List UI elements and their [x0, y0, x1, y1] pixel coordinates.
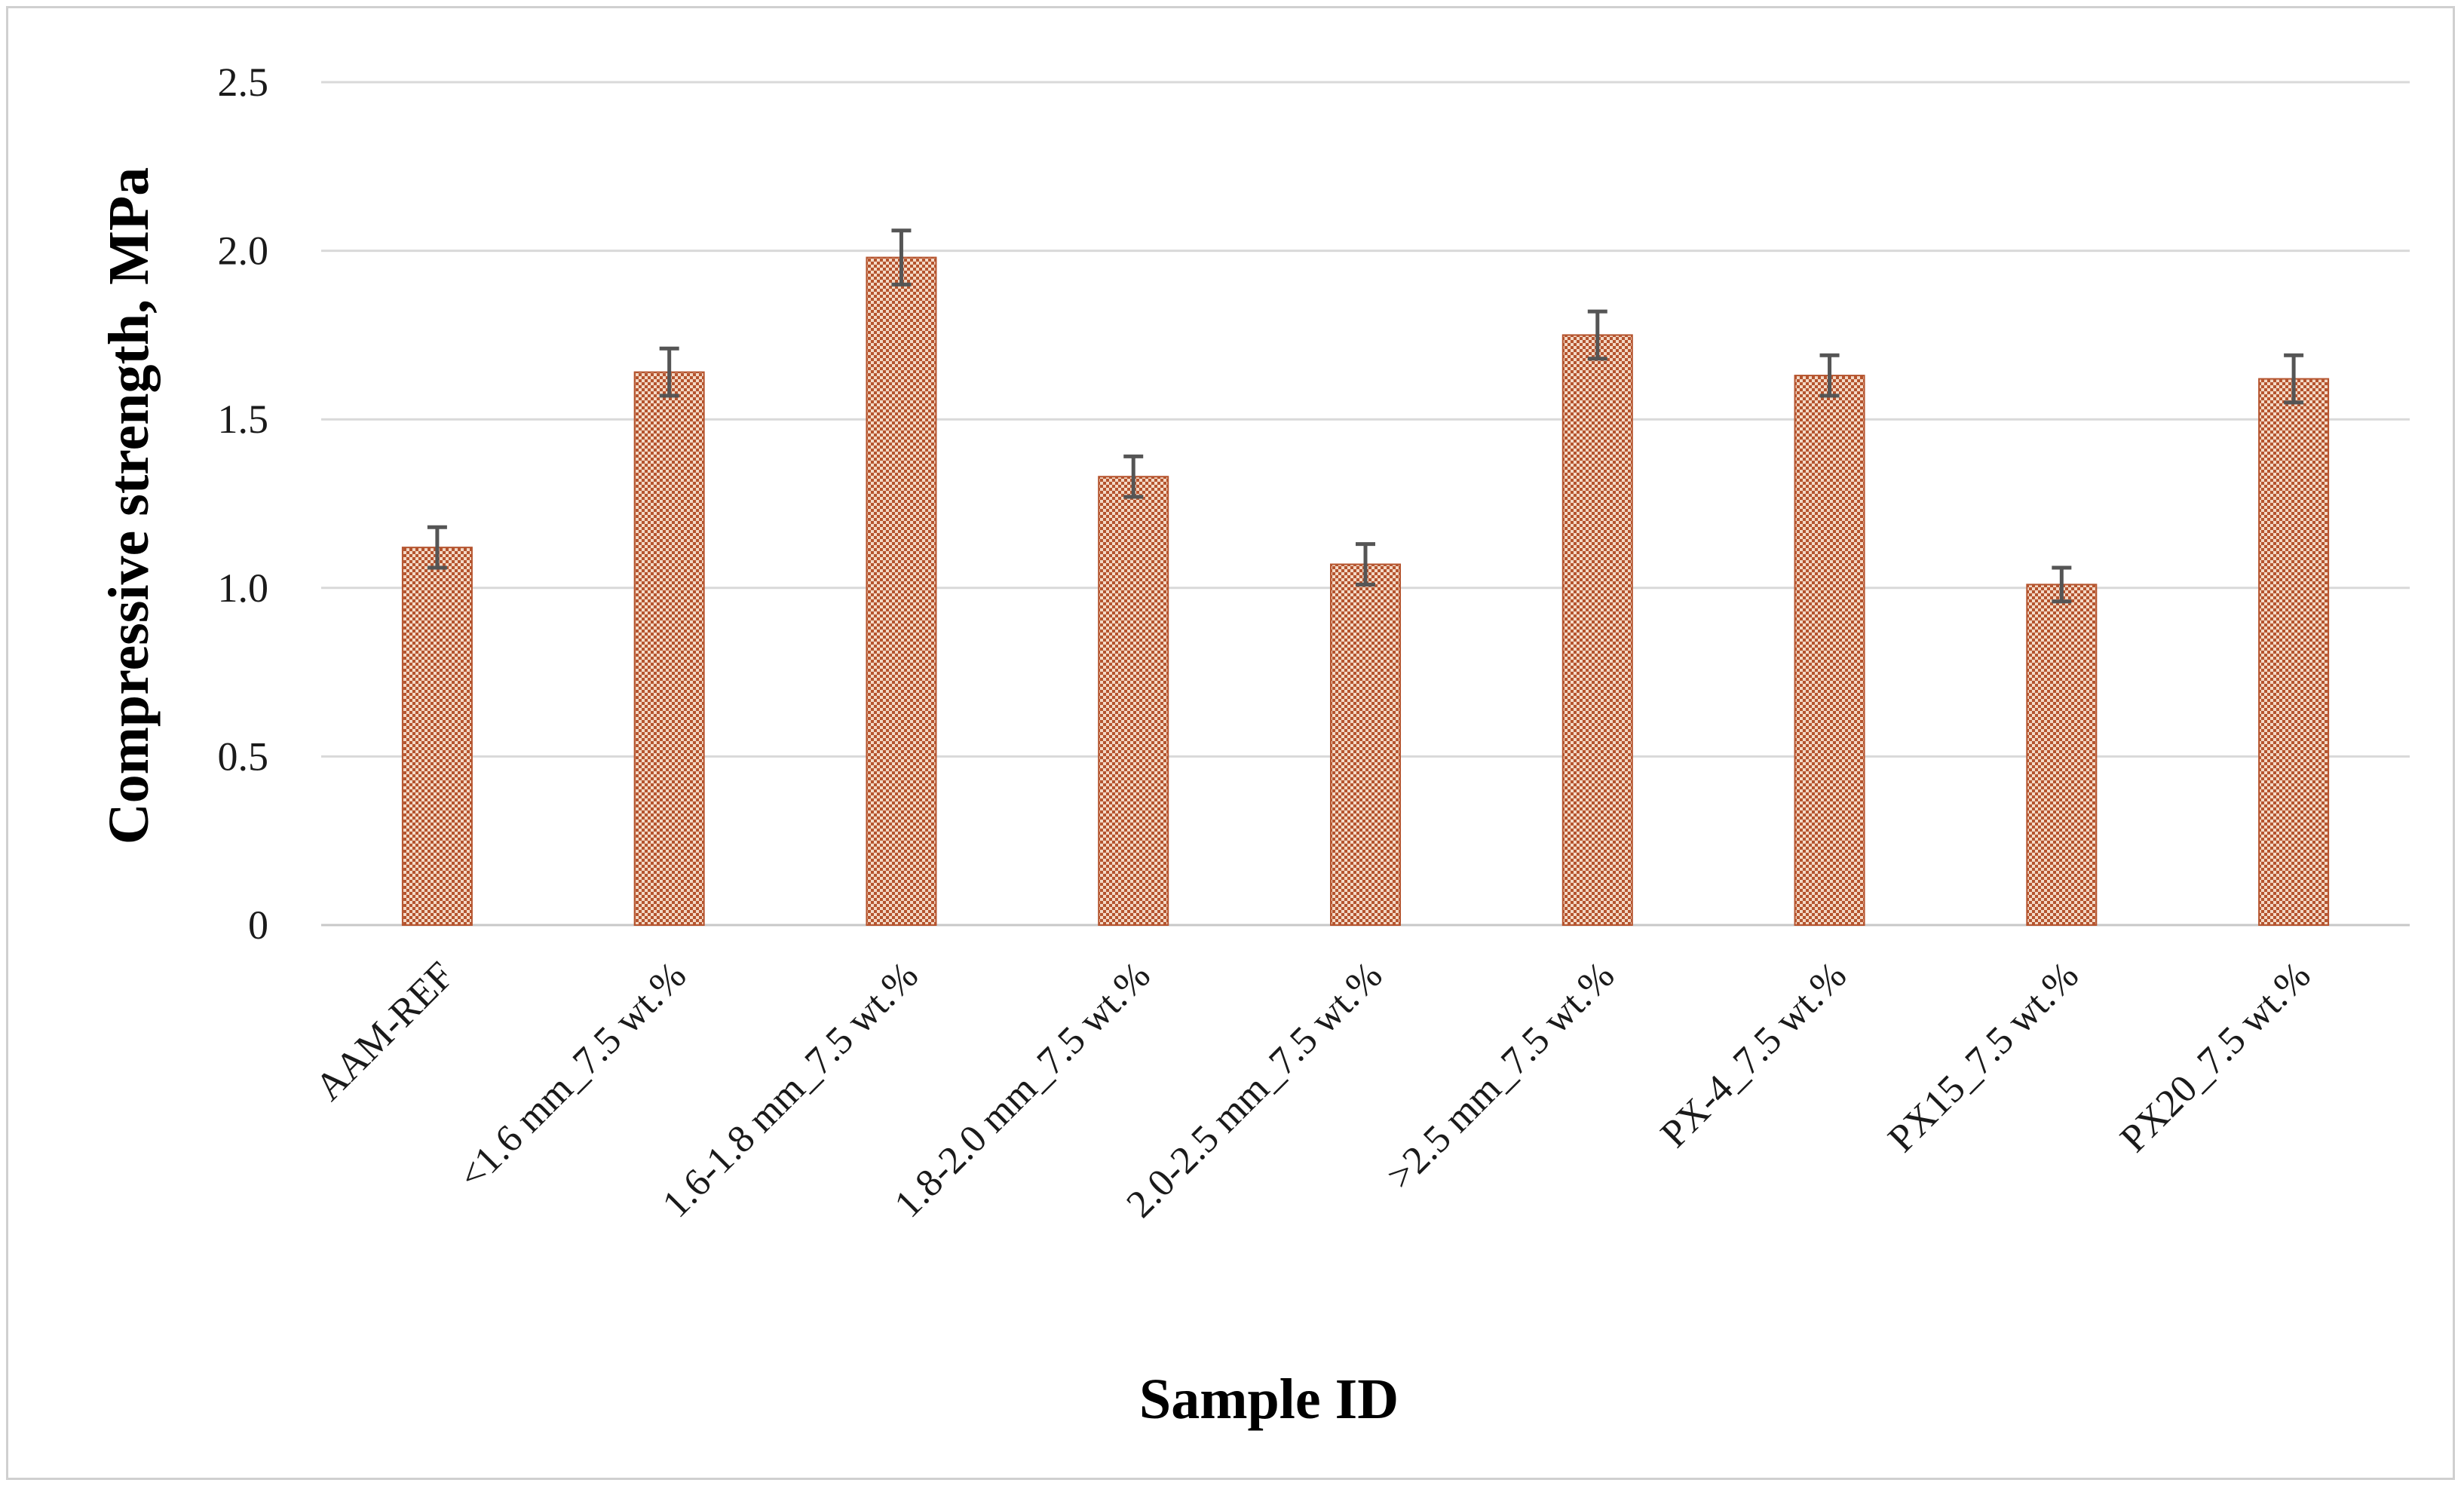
y-tick-label: 1.0 — [218, 565, 269, 611]
y-tick-label: 2.0 — [218, 228, 269, 274]
y-axis-title: Compressive strength, MPa — [97, 167, 161, 845]
chart-frame: 0 0.5 1.0 1.5 2.0 2.5 AAM-REF <1.6 mm_7.5 wt.%… — [6, 6, 2455, 1480]
bar — [2026, 584, 2098, 926]
error-bar — [1587, 309, 1607, 361]
bar — [866, 256, 937, 926]
bar — [1330, 563, 1401, 926]
y-tick-label: 0 — [248, 902, 268, 948]
x-tick-label: 1.8-2.0 mm_7.5 wt.% — [887, 954, 1159, 1226]
bar — [401, 547, 473, 926]
x-tick-label: PX20_7.5 wt.% — [2112, 954, 2318, 1160]
bar — [1098, 476, 1169, 926]
x-tick-label: PX15_7.5 wt.% — [1880, 954, 2087, 1160]
bar — [1794, 375, 1865, 926]
y-tick-label: 2.5 — [218, 60, 269, 105]
error-bars — [427, 228, 2304, 604]
error-bar — [659, 346, 679, 398]
x-axis-tick-labels: AAM-REF<1.6 mm_7.5 wt.%1.6-1.8 mm_7.5 wt… — [308, 954, 2319, 1226]
error-bar — [891, 228, 912, 286]
x-tick-label: 2.0-2.5 mm_7.5 wt.% — [1118, 954, 1390, 1226]
x-tick-label: PX-4_7.5 wt.% — [1653, 954, 1855, 1156]
bar — [1561, 334, 1633, 926]
bar-chart: 0 0.5 1.0 1.5 2.0 2.5 AAM-REF<1.6 mm_7.5 wt.%… — [97, 60, 2410, 1431]
error-bar — [2284, 353, 2304, 405]
y-tick-label: 0.5 — [218, 734, 269, 779]
error-bar — [1356, 542, 1375, 587]
x-tick-label: AAM-REF — [308, 954, 463, 1109]
bars — [401, 256, 2330, 927]
x-tick-label: 1.6-1.8 mm_7.5 wt.% — [654, 954, 927, 1226]
y-axis-tick-labels: 0 0.5 1.0 1.5 2.0 2.5 — [218, 60, 269, 948]
x-tick-label: <1.6 mm_7.5 wt.% — [451, 954, 695, 1198]
x-tick-label: >2.5 mm_7.5 wt.% — [1379, 954, 1623, 1198]
error-bar — [1123, 454, 1144, 499]
error-bar — [427, 525, 447, 570]
bar — [633, 371, 705, 927]
error-bar — [1819, 353, 1840, 398]
error-bar — [2052, 565, 2072, 604]
bar — [2258, 378, 2330, 926]
y-tick-label: 1.5 — [218, 397, 269, 442]
x-axis-title: Sample ID — [1139, 1368, 1399, 1431]
